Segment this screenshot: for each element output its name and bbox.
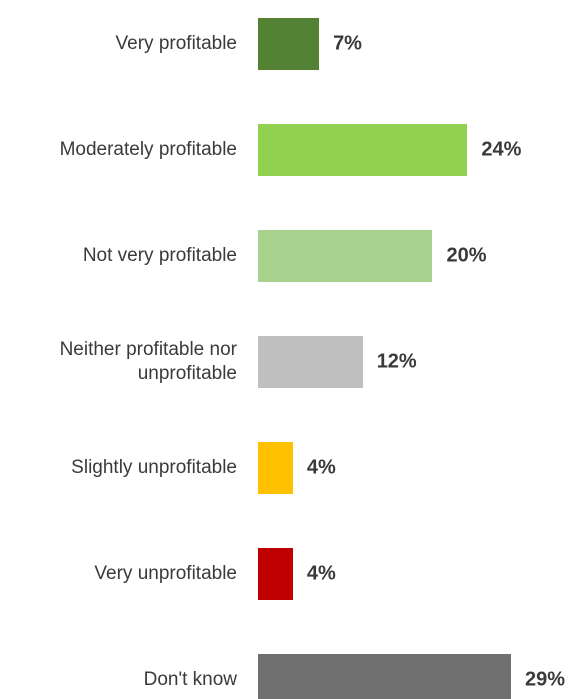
- value-label: 24%: [481, 138, 522, 161]
- value-label: 4%: [306, 562, 336, 585]
- category-label: Neither profitable nor unprofitable: [59, 339, 237, 384]
- value-label: 12%: [376, 350, 417, 373]
- value-label: 20%: [446, 244, 487, 267]
- category-label: Very unprofitable: [94, 563, 237, 584]
- value-label: 7%: [333, 32, 362, 55]
- bar: [258, 442, 293, 494]
- value-label: 4%: [306, 456, 336, 479]
- category-label: Don't know: [143, 669, 237, 690]
- category-label: Slightly unprofitable: [71, 457, 237, 478]
- category-label: Very profitable: [115, 33, 237, 54]
- bar: [258, 230, 433, 282]
- category-label: Not very profitable: [82, 245, 237, 266]
- bar: [258, 336, 363, 388]
- bar: [258, 124, 468, 176]
- value-label: 29%: [525, 668, 566, 691]
- bar: [258, 18, 320, 70]
- bar: [258, 548, 293, 600]
- category-label: Moderately profitable: [59, 139, 237, 160]
- bar: [258, 654, 511, 699]
